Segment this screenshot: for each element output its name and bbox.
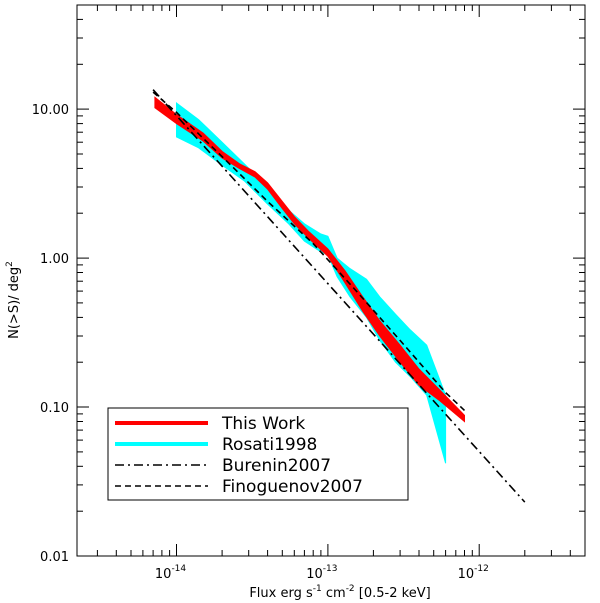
- legend-label: Burenin2007: [222, 456, 331, 476]
- y-tick-label: 0.10: [40, 401, 69, 416]
- legend-label: Finoguenov2007: [222, 477, 363, 497]
- legend-label: Rosati1998: [222, 435, 317, 455]
- legend-label: This Work: [221, 414, 305, 434]
- y-tick-label: 1.00: [40, 252, 69, 267]
- plot-frame: [76, 4, 586, 557]
- axes-ticks: [77, 4, 586, 557]
- x-tick-label: 10-13: [306, 564, 337, 582]
- series-band-this-work: [154, 96, 465, 423]
- x-tick-label: 10-14: [155, 564, 187, 582]
- series-line-burenin2007: [152, 89, 526, 503]
- series-line-finoguenov2007: [152, 91, 466, 411]
- y-tick-label: 10.00: [32, 103, 69, 118]
- y-tick-label: 0.01: [40, 550, 69, 565]
- tick-labels: 10-14 10-13 10-12 0.01 0.10 1.00 10.00: [32, 103, 489, 582]
- x-tick-label: 10-12: [458, 564, 489, 582]
- legend: This WorkRosati1998Burenin2007Finoguenov…: [107, 407, 409, 501]
- y-axis-label: N(>S)/ deg2: [5, 261, 22, 339]
- x-axis-label: Flux erg s-1 cm-2 [0.5-2 keV]: [249, 584, 430, 601]
- plot-content: [152, 89, 526, 503]
